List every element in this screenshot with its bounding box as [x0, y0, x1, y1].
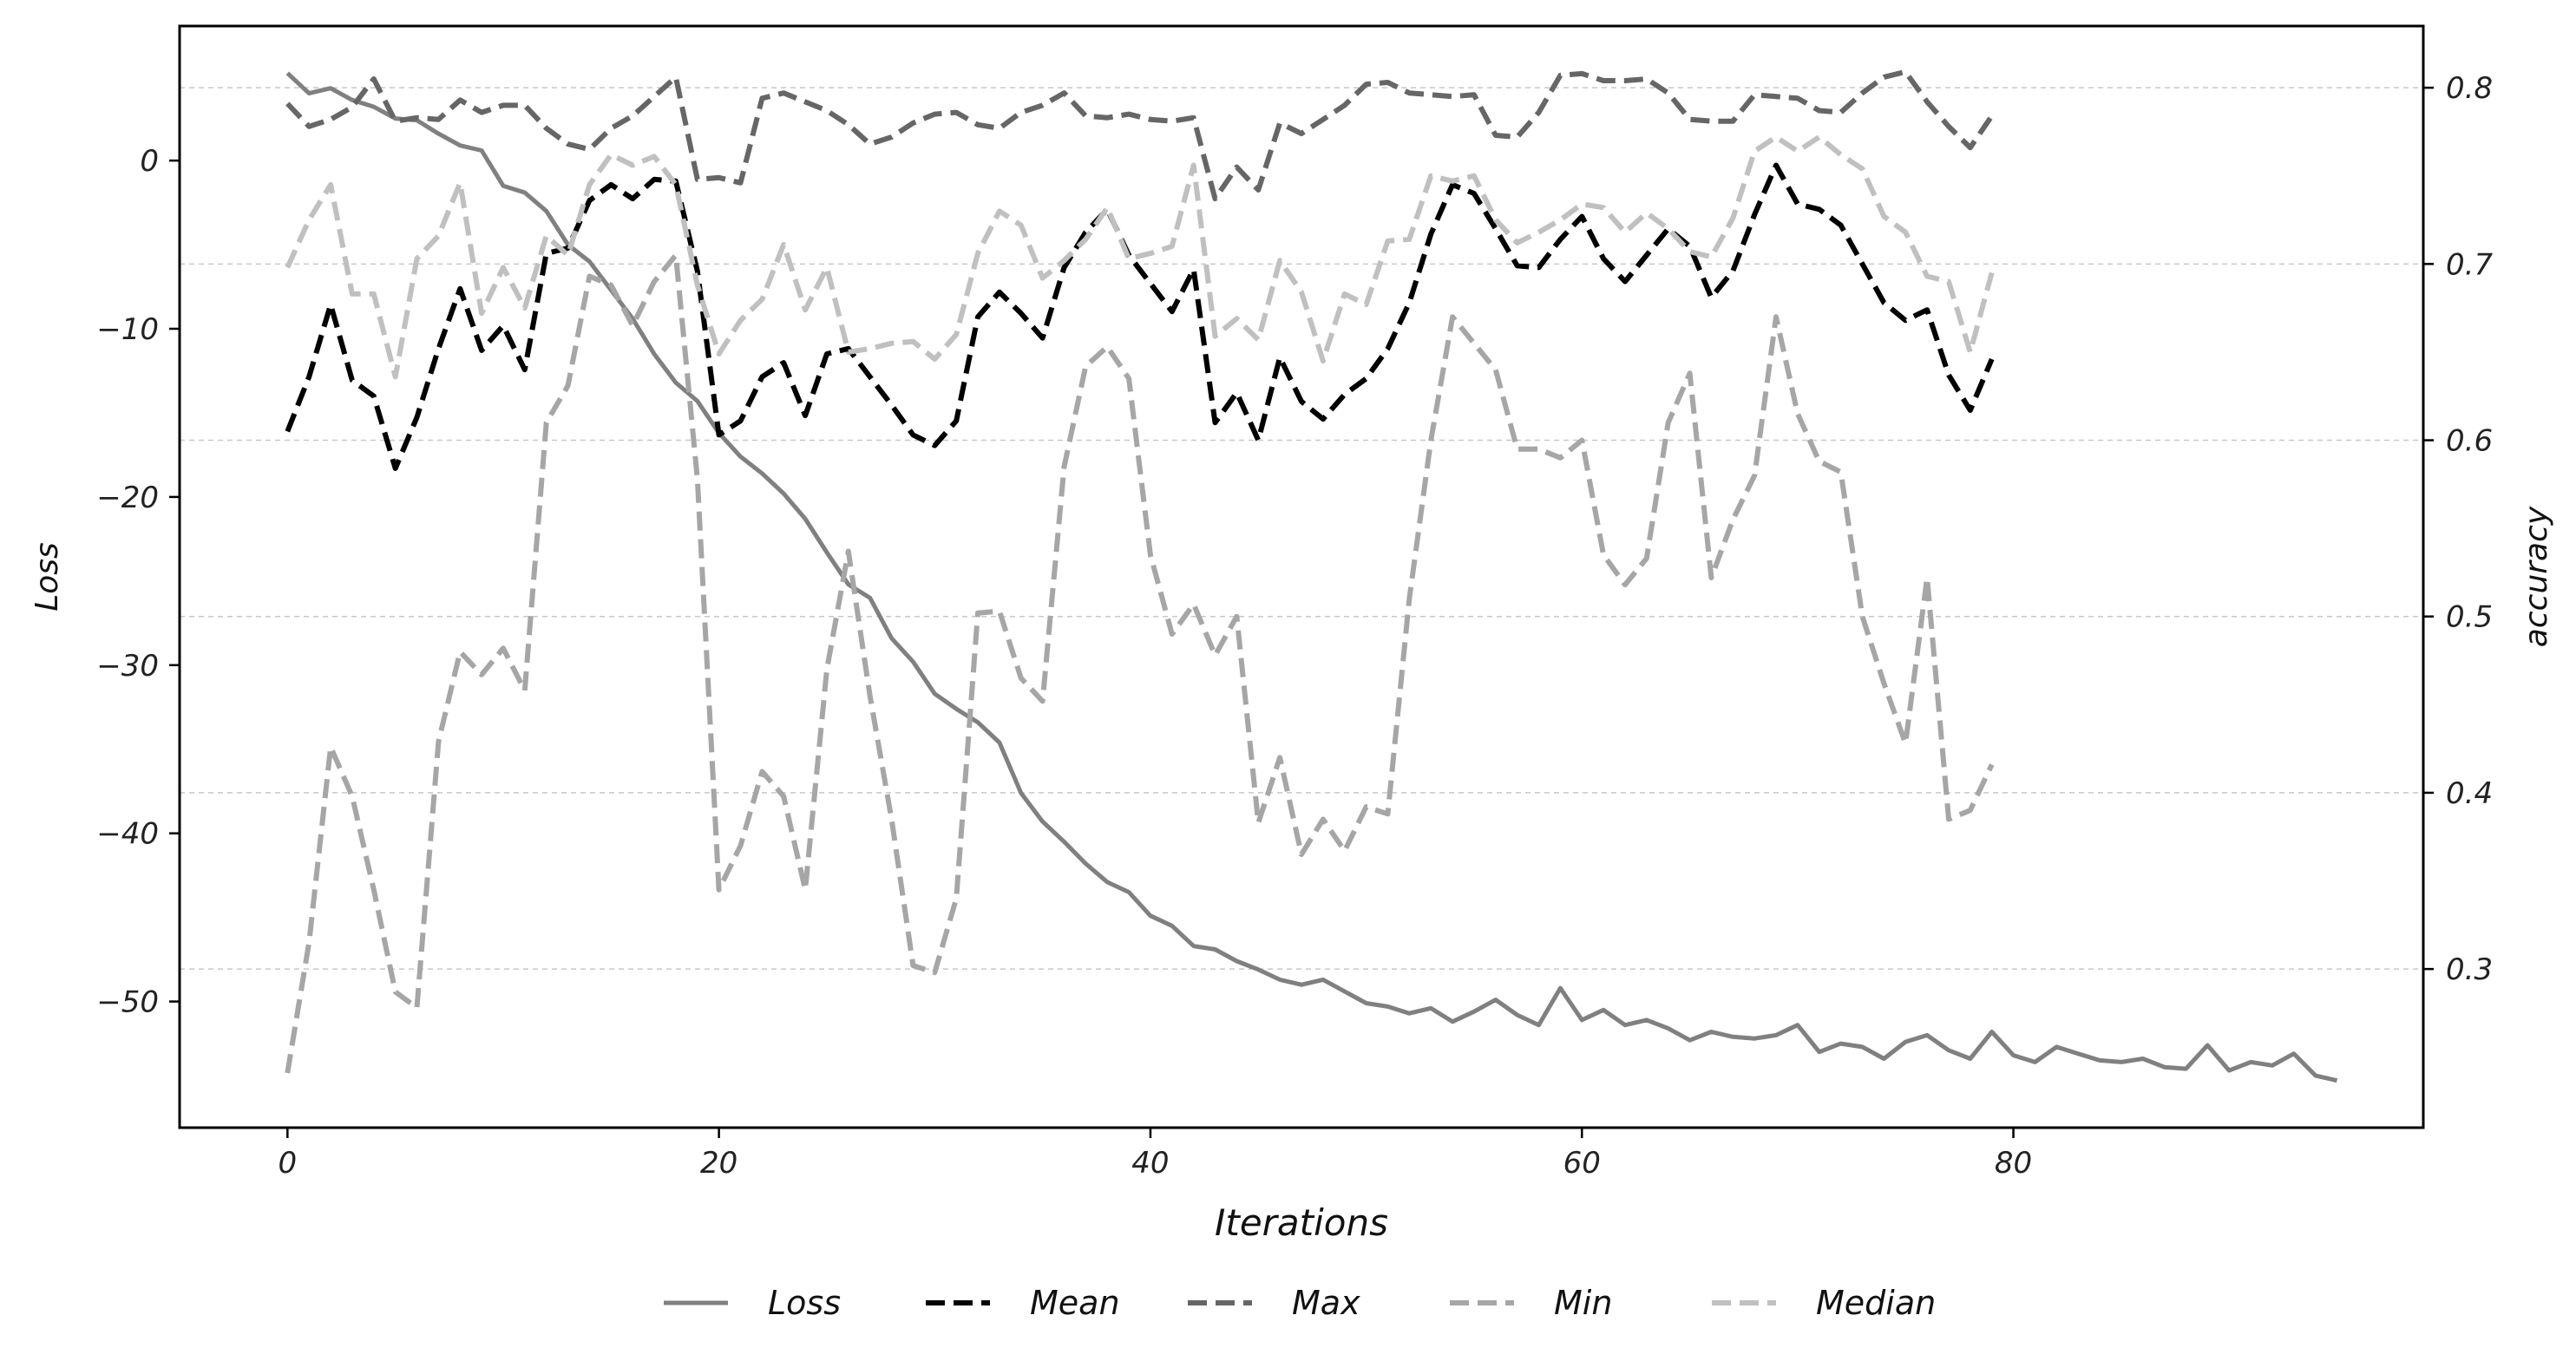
x-tick-label: 0: [279, 1146, 298, 1181]
series-line-max: [285, 69, 1995, 202]
axis-ticks: 0 20 40 60 80 0 −10 −20 −30 −40 −50 0.8 0.7 0.6 0.5 0.4…: [96, 71, 2493, 1181]
x-tick-label: 80: [1995, 1146, 2032, 1181]
x-axis-label: Iterations: [1215, 1201, 1388, 1244]
y-left-tick-label: −40: [96, 817, 159, 852]
x-tick-label: 20: [700, 1146, 737, 1181]
y-right-tick-label: 0.6: [2446, 424, 2493, 459]
legend-label-loss: Loss: [768, 1284, 841, 1322]
grid-lines: [180, 87, 2423, 970]
legend-label-mean: Mean: [1030, 1284, 1120, 1322]
y-left-tick-label: −10: [96, 312, 159, 347]
series-line-min: [285, 252, 1995, 1074]
y-axis-left-label: Loss: [29, 542, 65, 612]
y-right-tick-label: 0.5: [2446, 600, 2493, 635]
legend: Loss Mean Max Min Median: [664, 1284, 1936, 1322]
y-right-tick-label: 0.4: [2446, 776, 2493, 811]
legend-label-max: Max: [1292, 1284, 1360, 1322]
y-left-tick-label: −30: [96, 649, 159, 684]
legend-label-min: Min: [1554, 1284, 1612, 1322]
y-right-tick-label: 0.3: [2446, 952, 2493, 987]
plot-series: [285, 69, 2338, 1083]
y-right-tick-label: 0.8: [2446, 71, 2493, 106]
plot-frame: [178, 24, 2425, 1129]
x-tick-label: 40: [1131, 1146, 1169, 1181]
legend-label-median: Median: [1816, 1284, 1936, 1322]
y-axis-right-label: accuracy: [2519, 506, 2554, 647]
y-left-tick-label: 0: [140, 144, 159, 179]
y-right-tick-label: 0.7: [2446, 247, 2493, 282]
y-left-tick-label: −50: [96, 985, 159, 1020]
series-line-median: [285, 134, 1995, 380]
y-left-tick-label: −20: [96, 481, 159, 515]
x-tick-label: 60: [1563, 1146, 1601, 1181]
series-line-mean: [285, 162, 1995, 471]
